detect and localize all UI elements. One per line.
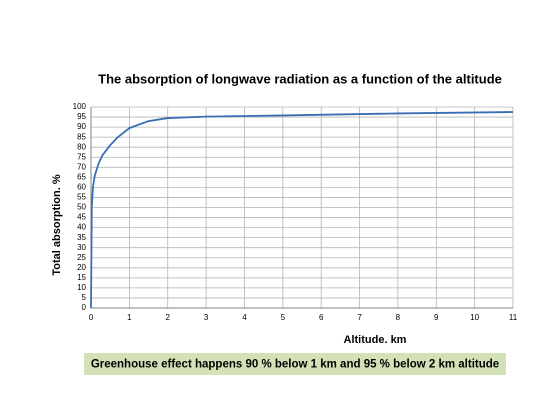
y-tick-label: 80 xyxy=(77,142,86,151)
x-tick-label: 4 xyxy=(242,313,247,322)
x-tick-label: 10 xyxy=(470,313,479,322)
y-tick-label: 60 xyxy=(77,183,86,192)
x-tick-label: 8 xyxy=(396,313,401,322)
y-tick-label: 50 xyxy=(77,203,86,212)
x-tick-label: 9 xyxy=(434,313,439,322)
annotation-box xyxy=(84,353,506,375)
y-axis-label: Total absorption. % xyxy=(51,174,63,275)
x-tick-label: 0 xyxy=(89,313,94,322)
x-tick-label: 2 xyxy=(166,313,171,322)
y-tick-label: 15 xyxy=(77,273,86,282)
x-tick-label: 11 xyxy=(509,313,518,322)
y-tick-label: 25 xyxy=(77,253,86,262)
y-tick-label: 100 xyxy=(73,102,87,111)
y-tick-label: 70 xyxy=(77,162,86,171)
x-tick-label: 7 xyxy=(357,313,362,322)
x-tick-label: 6 xyxy=(319,313,324,322)
data-line xyxy=(90,111,514,309)
x-tick-label: 1 xyxy=(127,313,132,322)
annotation: Greenhouse effect happens 90 % below 1 k… xyxy=(91,359,499,371)
x-tick-label: 3 xyxy=(204,313,209,322)
y-tick-label: 85 xyxy=(77,132,86,141)
y-tick-label: 75 xyxy=(77,152,86,161)
x-axis-label: Altitude. km xyxy=(344,334,407,346)
y-tick-label: 95 xyxy=(77,112,86,121)
y-tick-label: 0 xyxy=(82,303,87,312)
y-tick-label: 20 xyxy=(77,263,86,272)
y-tick-label: 45 xyxy=(77,213,86,222)
y-tick-label: 40 xyxy=(77,223,86,232)
y-tick-label: 5 xyxy=(82,293,87,302)
chart-title: The absorption of longwave radiation as … xyxy=(98,71,502,86)
y-tick-label: 30 xyxy=(77,243,86,252)
y-tick-label: 90 xyxy=(77,122,86,131)
y-tick-label: 35 xyxy=(77,233,86,242)
y-tick-label: 55 xyxy=(77,193,86,202)
x-tick-label: 5 xyxy=(281,313,286,322)
y-tick-label: 10 xyxy=(77,283,86,292)
y-tick-label: 65 xyxy=(77,172,86,181)
